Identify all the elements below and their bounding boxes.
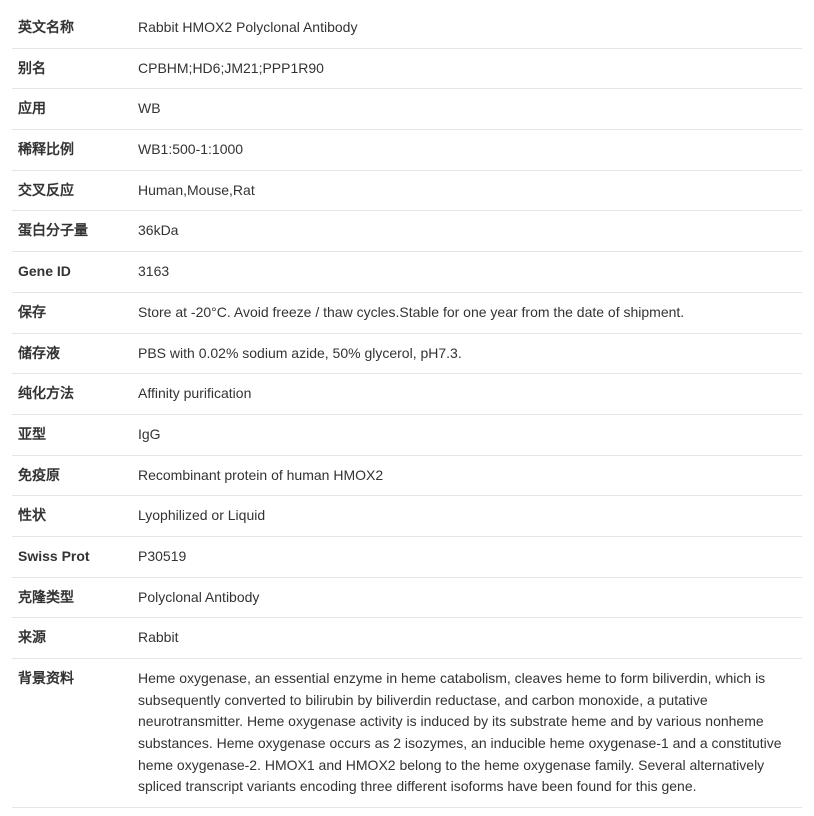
table-row: 储存液PBS with 0.02% sodium azide, 50% glyc… [12,333,802,374]
row-label: 免疫原 [12,455,132,496]
row-value: Rabbit HMOX2 Polyclonal Antibody [132,8,802,48]
table-row: 免疫原Recombinant protein of human HMOX2 [12,455,802,496]
row-label: 保存 [12,292,132,333]
table-row: 背景资料Heme oxygenase, an essential enzyme … [12,659,802,808]
row-value: WB [132,89,802,130]
row-label: 性状 [12,496,132,537]
row-value: Affinity purification [132,374,802,415]
row-label: 纯化方法 [12,374,132,415]
row-value: Recombinant protein of human HMOX2 [132,455,802,496]
row-value: WB1:500-1:1000 [132,130,802,171]
table-row: 亚型IgG [12,414,802,455]
row-value: PBS with 0.02% sodium azide, 50% glycero… [132,333,802,374]
row-value: Human,Mouse,Rat [132,170,802,211]
row-value: Polyclonal Antibody [132,577,802,618]
table-row: Swiss ProtP30519 [12,536,802,577]
row-value: CPBHM;HD6;JM21;PPP1R90 [132,48,802,89]
row-label: 储存液 [12,333,132,374]
row-label: 克隆类型 [12,577,132,618]
row-value: Lyophilized or Liquid [132,496,802,537]
row-value: Heme oxygenase, an essential enzyme in h… [132,659,802,808]
table-row: 保存Store at -20°C. Avoid freeze / thaw cy… [12,292,802,333]
row-value: Store at -20°C. Avoid freeze / thaw cycl… [132,292,802,333]
row-label: 交叉反应 [12,170,132,211]
row-label: 别名 [12,48,132,89]
row-label: 亚型 [12,414,132,455]
row-label: 蛋白分子量 [12,211,132,252]
row-value: 36kDa [132,211,802,252]
row-label: 背景资料 [12,659,132,808]
table-row: 应用WB [12,89,802,130]
table-row: 稀释比例WB1:500-1:1000 [12,130,802,171]
table-row: 别名CPBHM;HD6;JM21;PPP1R90 [12,48,802,89]
table-row: 来源Rabbit [12,618,802,659]
table-row: 克隆类型Polyclonal Antibody [12,577,802,618]
row-value: Rabbit [132,618,802,659]
table-row: Gene ID3163 [12,252,802,293]
spec-table-body: 英文名称Rabbit HMOX2 Polyclonal Antibody别名CP… [12,8,802,808]
row-value: IgG [132,414,802,455]
table-row: 英文名称Rabbit HMOX2 Polyclonal Antibody [12,8,802,48]
table-row: 蛋白分子量36kDa [12,211,802,252]
row-label: 来源 [12,618,132,659]
row-value: P30519 [132,536,802,577]
row-label: 应用 [12,89,132,130]
row-label: Swiss Prot [12,536,132,577]
row-value: 3163 [132,252,802,293]
row-label: 英文名称 [12,8,132,48]
table-row: 性状Lyophilized or Liquid [12,496,802,537]
table-row: 交叉反应Human,Mouse,Rat [12,170,802,211]
spec-table: 英文名称Rabbit HMOX2 Polyclonal Antibody别名CP… [12,8,802,808]
row-label: Gene ID [12,252,132,293]
row-label: 稀释比例 [12,130,132,171]
table-row: 纯化方法Affinity purification [12,374,802,415]
